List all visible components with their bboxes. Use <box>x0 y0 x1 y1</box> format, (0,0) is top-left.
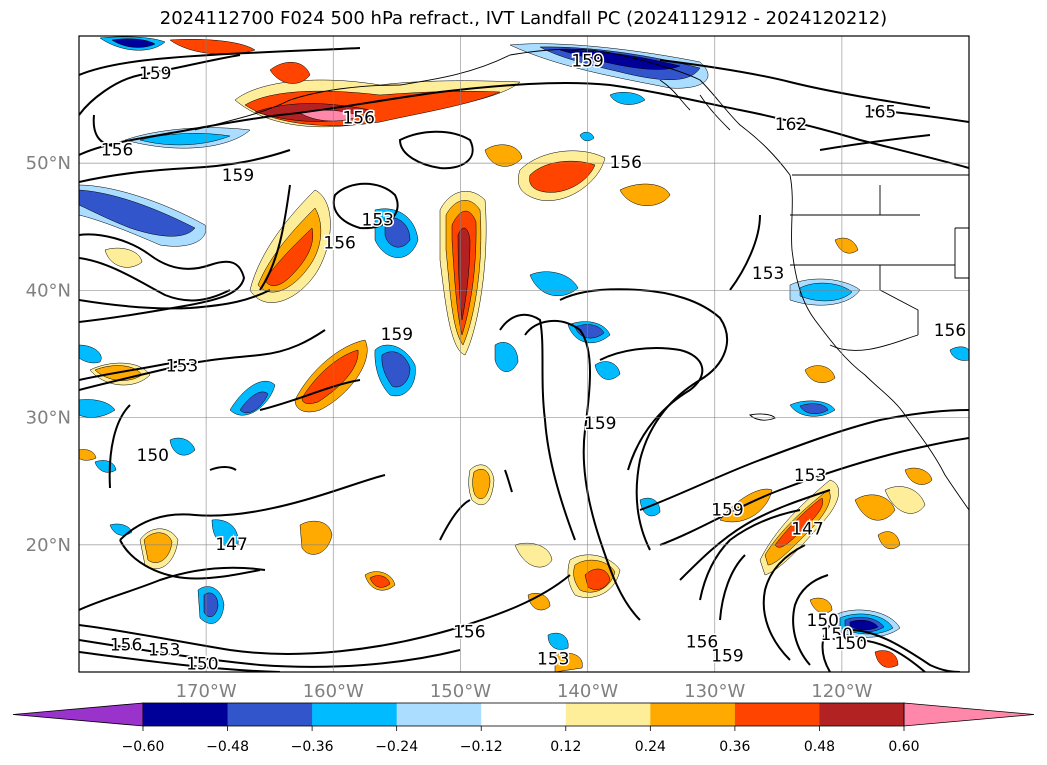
contour-label: 159 <box>711 647 743 667</box>
colorbar-segment <box>481 703 567 726</box>
x-tick-label: 130°W <box>684 681 745 702</box>
y-axis-tick-labels: 20°N 30°N 40°N 50°N <box>26 153 71 556</box>
lat-lon-grid <box>79 36 969 672</box>
colorbar-segment <box>312 703 398 726</box>
colorbar-segment <box>565 703 651 726</box>
colorbar-segment <box>396 703 482 726</box>
y-tick-label: 40°N <box>26 280 71 301</box>
contour-label: 156 <box>342 109 374 129</box>
contour-label: 162 <box>775 115 807 135</box>
colorbar-extend-high <box>903 702 1035 727</box>
contour-label: 159 <box>139 64 171 84</box>
y-tick-label: 20°N <box>26 535 71 556</box>
x-tick-label: 150°W <box>430 681 491 702</box>
contour-label: 156 <box>101 140 133 160</box>
contour-label: 159 <box>711 500 743 520</box>
colorbar-segment <box>227 703 313 726</box>
contour-label: 153 <box>794 466 826 486</box>
contour-label: 153 <box>752 264 784 284</box>
plot-frame <box>78 35 970 673</box>
colorbar-tick-label: −0.24 <box>375 739 418 755</box>
contour-label: 156 <box>323 233 355 253</box>
contour-label: 156 <box>686 633 718 653</box>
colorbar-tick-label: 0.36 <box>719 739 750 755</box>
y-tick-label: 50°N <box>26 153 71 174</box>
contour-label: 159 <box>381 325 413 345</box>
colorbar-segment <box>819 703 905 726</box>
colorbar-extend-low <box>12 702 144 727</box>
contour-label: 156 <box>453 623 485 643</box>
colorbar-segment <box>650 703 736 726</box>
contour-label: 153 <box>362 210 394 230</box>
colorbar-frame <box>142 702 905 727</box>
contour-label: 156 <box>609 153 641 173</box>
colorbar-tick-label: 0.60 <box>888 739 919 755</box>
contour-label: 153 <box>537 649 569 669</box>
colorbar-tick-label: −0.48 <box>206 739 249 755</box>
colorbar-tick-label: 0.24 <box>635 739 666 755</box>
colorbar-tick-label: −0.36 <box>291 739 334 755</box>
contour-label: 147 <box>215 535 247 555</box>
x-tick-label: 160°W <box>303 681 364 702</box>
colorbar-tick-label: 0.48 <box>804 739 835 755</box>
x-tick-label: 170°W <box>176 681 237 702</box>
colorbar-segment <box>734 703 820 726</box>
chart-title: 2024112700 F024 500 hPa refract., IVT La… <box>159 8 888 29</box>
contour-label: 150 <box>821 625 853 645</box>
contour-label: 150 <box>137 446 169 466</box>
contour-label: 150 <box>835 634 867 654</box>
y-tick-label: 30°N <box>26 408 71 429</box>
contour-labels: 1591561561591531561591561621651531561591… <box>99 50 967 676</box>
colorbar-tick-label: 0.12 <box>550 739 581 755</box>
contour-label: 153 <box>166 357 198 377</box>
contour-label: 147 <box>791 520 823 540</box>
contour-label: 165 <box>864 102 896 122</box>
contour-label: 156 <box>110 635 142 655</box>
contour-label: 159 <box>584 414 616 434</box>
colorbar: −0.60 −0.48 −0.36 −0.24 −0.12 0.12 0.24 0.36 0.4… <box>12 702 1035 755</box>
contour-label: 159 <box>222 166 254 186</box>
x-tick-label: 140°W <box>557 681 618 702</box>
colorbar-tick-label: −0.12 <box>460 739 503 755</box>
contour-label: 150 <box>807 611 839 631</box>
colorbar-segment <box>143 703 229 726</box>
refractivity-contours <box>79 47 969 672</box>
contour-label: 159 <box>571 51 603 71</box>
x-tick-label: 120°W <box>811 681 872 702</box>
plot-area <box>79 36 969 672</box>
contour-label: 150 <box>186 654 218 674</box>
contour-label: 156 <box>934 321 966 341</box>
x-axis-tick-labels: 170°W 160°W 150°W 140°W 130°W 120°W <box>176 681 873 702</box>
colorbar-tick-label: −0.60 <box>122 739 165 755</box>
coastlines <box>194 48 969 511</box>
contour-label: 153 <box>148 640 180 660</box>
